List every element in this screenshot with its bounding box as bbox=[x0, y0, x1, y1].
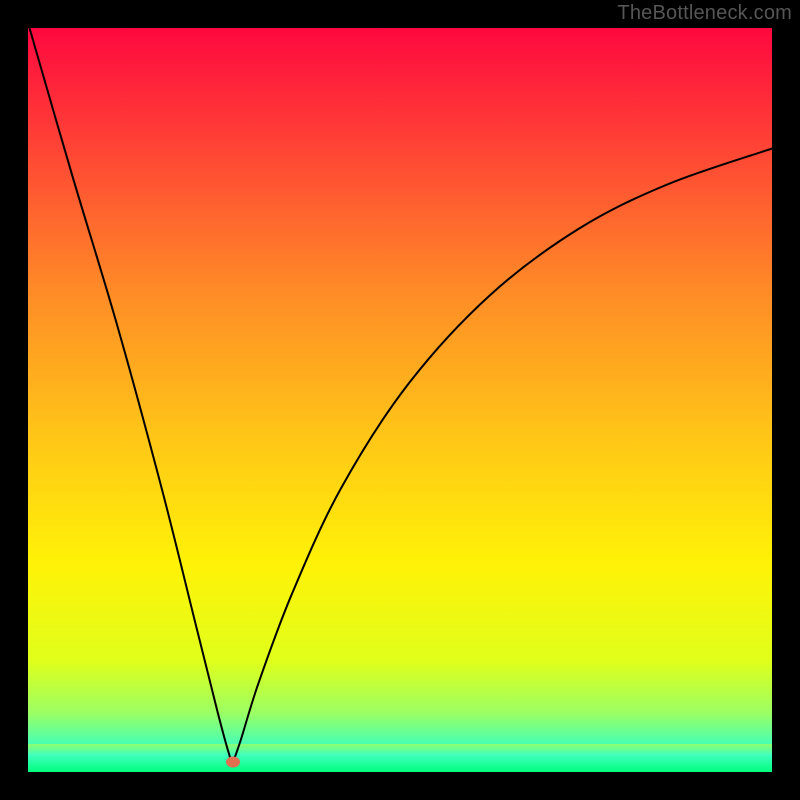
minimum-marker bbox=[226, 757, 240, 768]
frame-bottom bbox=[0, 772, 800, 800]
plot-area bbox=[28, 28, 772, 772]
curve-path bbox=[29, 28, 772, 762]
watermark-text: TheBottleneck.com bbox=[617, 2, 792, 25]
bottleneck-curve bbox=[28, 28, 772, 772]
chart-root: TheBottleneck.com bbox=[0, 0, 800, 800]
frame-right bbox=[772, 0, 800, 800]
frame-left bbox=[0, 0, 28, 800]
